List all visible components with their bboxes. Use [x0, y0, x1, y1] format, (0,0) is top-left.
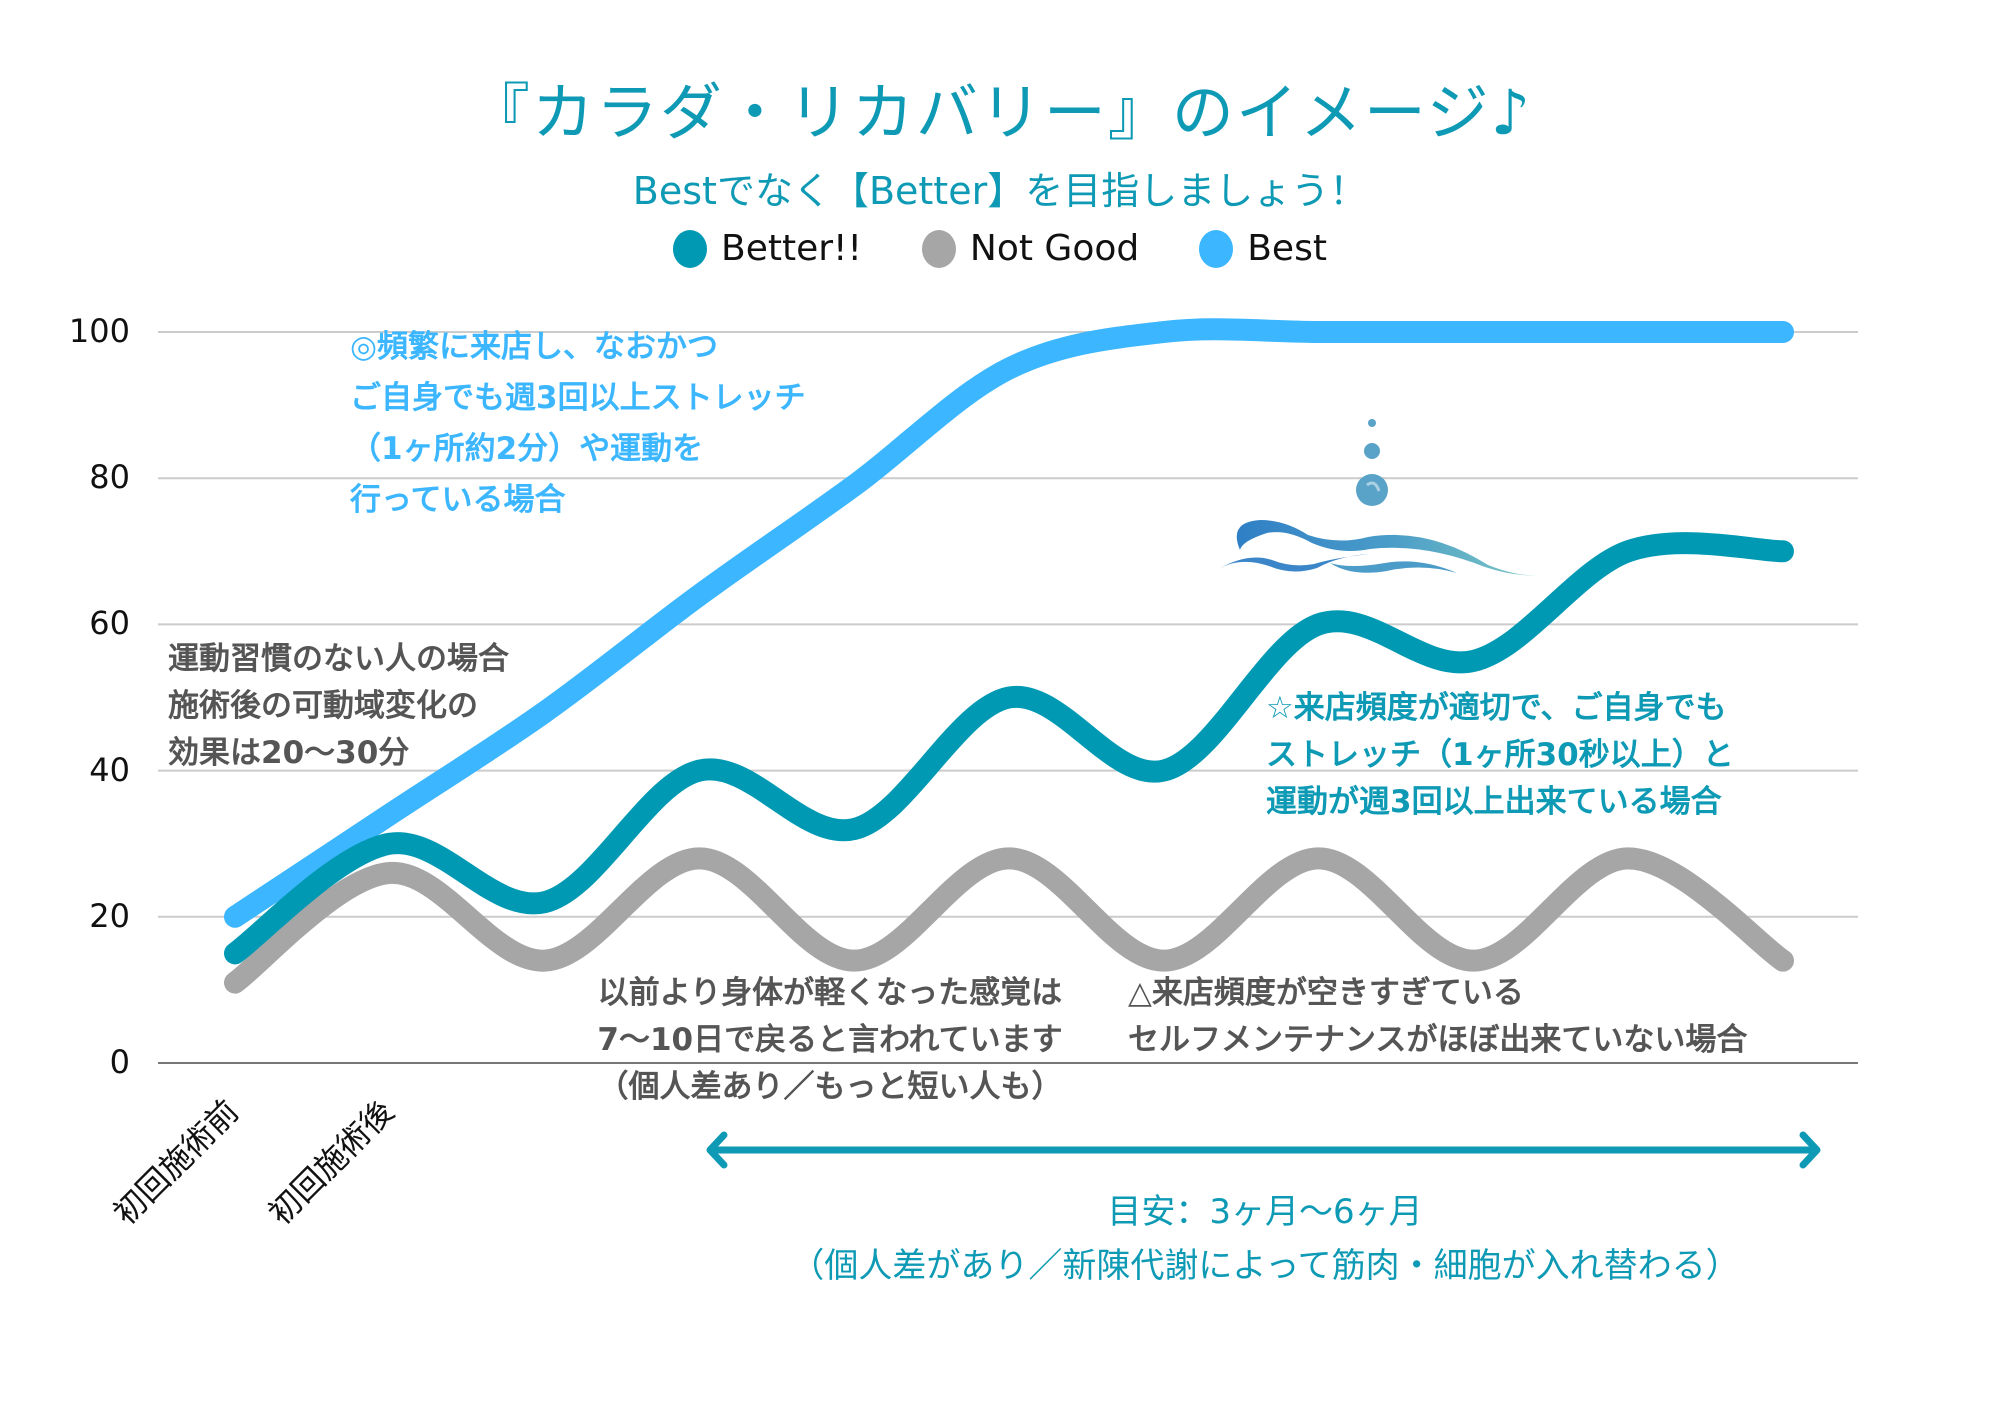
legend-dot-not-good-icon — [921, 229, 956, 268]
period-note: （個人差があり／新陳代謝によって筋肉・細胞が入れ替わる） — [790, 1246, 1740, 1286]
y-tick-label: 0 — [109, 1043, 130, 1081]
annotation-recovery-line: 7〜10日で戻ると言われています — [597, 1022, 1063, 1058]
annotation-not-good: △来店頻度が空きすぎている セルフメンテナンスがほぼ出来ていない場合 — [1128, 970, 1747, 1064]
y-tick-label: 60 — [89, 604, 130, 643]
chart-title: 『カラダ・リカバリー』のイメージ♪ — [467, 76, 1533, 149]
annotation-no-exercise: 運動習慣のない人の場合 施術後の可動域変化の 効果は20〜30分 — [168, 636, 509, 777]
annotation-not-good-line: △来店頻度が空きすぎている — [1128, 975, 1524, 1011]
annotation-not-good-line: セルフメンテナンスがほぼ出来ていない場合 — [1128, 1022, 1748, 1058]
annotation-better-line: ストレッチ（1ヶ所30秒以上）と — [1266, 737, 1734, 773]
annotation-no-exercise-line: 効果は20〜30分 — [168, 735, 410, 771]
series-line-best — [224, 318, 1794, 928]
y-tick-label: 20 — [89, 896, 130, 935]
legend-item-best: Best — [1199, 228, 1327, 269]
annotation-no-exercise-line: 運動習慣のない人の場合 — [168, 641, 509, 677]
period-caption: 目安：3ヶ月〜6ヶ月 （個人差があり／新陳代謝によって筋肉・細胞が入れ替わる） — [700, 1185, 1830, 1293]
annotation-recovery-line: （個人差あり／もっと短い人も） — [597, 1069, 1063, 1105]
annotation-best: ◎頻繁に来店し、なおかつ ご自身でも週3回以上ストレッチ （1ヶ所約2分）や運動… — [350, 322, 806, 526]
legend-label-best: Best — [1247, 228, 1327, 269]
annotation-no-exercise-line: 施術後の可動域変化の — [168, 688, 478, 724]
series-lines — [224, 318, 1794, 994]
period-label: 目安：3ヶ月〜6ヶ月 — [1107, 1192, 1423, 1232]
annotation-better-line: 運動が週3回以上出来ている場合 — [1266, 784, 1722, 820]
legend-label-better: Better!! — [721, 228, 862, 269]
annotation-recovery-duration: 以前より身体が軽くなった感覚は 7〜10日で戻ると言われています （個人差あり／… — [560, 970, 1100, 1111]
legend-label-not-good: Not Good — [969, 228, 1140, 269]
y-tick-label: 80 — [89, 458, 130, 497]
wave-logo-icon — [1217, 419, 1540, 576]
bubble-medium-icon — [1364, 443, 1380, 459]
legend-dot-best-icon — [1199, 229, 1234, 268]
annotation-best-line: ◎頻繁に来店し、なおかつ — [350, 329, 719, 365]
bubble-large-icon — [1356, 474, 1388, 506]
chart-subtitle: Bestでなく【Better】を目指しましょう！ — [632, 169, 1368, 213]
legend-item-not-good: Not Good — [921, 228, 1140, 269]
legend: Better!! Not Good Best — [0, 228, 2000, 269]
annotation-recovery-line: 以前より身体が軽くなった感覚は — [597, 975, 1063, 1011]
legend-dot-better-icon — [673, 229, 708, 268]
legend-item-better: Better!! — [673, 228, 862, 269]
series-line-better — [224, 532, 1794, 965]
y-tick-label: 40 — [89, 750, 130, 789]
period-arrow-icon — [706, 1131, 1821, 1169]
y-tick-label: 100 — [68, 312, 130, 350]
annotation-best-line: 行っている場合 — [350, 482, 566, 518]
annotation-best-line: （1ヶ所約2分）や運動を — [350, 431, 704, 467]
annotation-better: ☆来店頻度が適切で、ご自身でも ストレッチ（1ヶ所30秒以上）と 運動が週3回以… — [1266, 685, 1734, 826]
annotation-better-line: ☆来店頻度が適切で、ご自身でも — [1266, 690, 1727, 726]
annotation-best-line: ご自身でも週3回以上ストレッチ — [350, 380, 806, 416]
bubble-small-icon — [1368, 419, 1376, 427]
